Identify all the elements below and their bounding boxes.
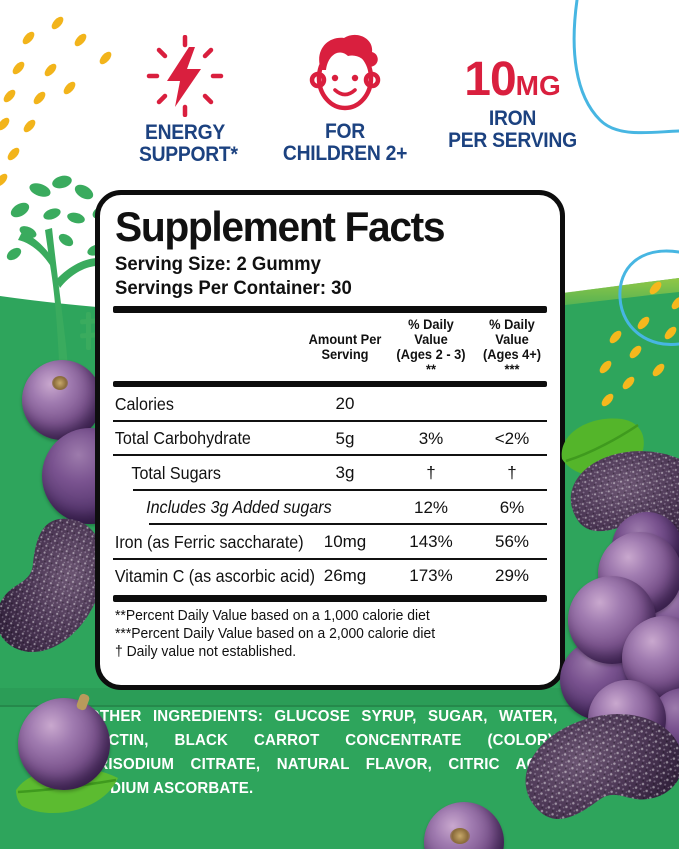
energy-label-line1: ENERGY [145, 121, 225, 144]
lightning-bolt-icon [146, 34, 224, 118]
blue-curve-doodle [572, 0, 679, 347]
footnote-1000-calorie: **Percent Daily Value based on a 1,000 c… [115, 607, 430, 624]
table-row: Calories 20 [113, 387, 547, 422]
table-row: Total Sugars 3g † † [113, 456, 547, 491]
serving-size: Serving Size: 2 Gummy [115, 253, 321, 276]
children-label-line2: CHILDREN 2+ [282, 141, 408, 165]
panel-title: Supplement Facts [115, 203, 446, 250]
table-row: Total Carbohydrate 5g 3% <2% [113, 422, 547, 457]
gummy-image [510, 688, 679, 848]
thick-rule [113, 381, 547, 388]
children-label-line1: FOR [325, 120, 365, 143]
label-seam-shade [0, 688, 679, 705]
servings-per-container: Servings Per Container: 30 [115, 276, 352, 299]
energy-label-line2: SUPPORT* [139, 142, 238, 166]
thick-rule [113, 305, 547, 313]
thick-rule [113, 594, 547, 602]
column-dv-ages-4plus: % Daily Value (Ages 4+) *** [482, 316, 542, 377]
table-row: Iron (as Ferric saccharate) 10mg 143% 56… [113, 525, 547, 560]
iron-label-line2: PER SERVING [448, 128, 577, 152]
child-face-icon [309, 34, 381, 111]
column-dv-ages-2-3: % Daily Value (Ages 2 - 3) ** [396, 316, 466, 377]
label-seam-line [0, 705, 679, 707]
table-row: Vitamin C (as ascorbic acid) 26mg 173% 2… [114, 565, 530, 586]
supplement-facts-panel: Supplement Facts Serving Size: 2 Gummy S… [95, 190, 565, 690]
table-row: Includes 3g Added sugars 12% 6% [113, 491, 547, 526]
other-ingredients-label: OTHER INGREDIENTS: [88, 708, 264, 725]
grape-image [22, 360, 102, 440]
table-header: Amount Per Serving % Daily Value (Ages 2… [113, 317, 547, 377]
iron-label-line1: IRON [488, 107, 537, 130]
for-children-badge: FOR CHILDREN 2+ [275, 32, 415, 165]
column-amount: Amount Per Serving [308, 331, 382, 362]
energy-support-badge: ENERGY SUPPORT* [135, 34, 238, 166]
footnote-2000-calorie: ***Percent Daily Value based on a 2,000 … [115, 625, 436, 642]
other-ingredients-text: OTHER INGREDIENTS: GLUCOSE SYRUP, SUGAR,… [88, 708, 558, 798]
iron-amount-badge: 10MG IRON PER SERVING [435, 56, 590, 152]
grape-image [18, 692, 110, 790]
footnote-dagger: † Daily value not established. [115, 644, 297, 661]
iron-amount: 10MG [464, 53, 561, 106]
